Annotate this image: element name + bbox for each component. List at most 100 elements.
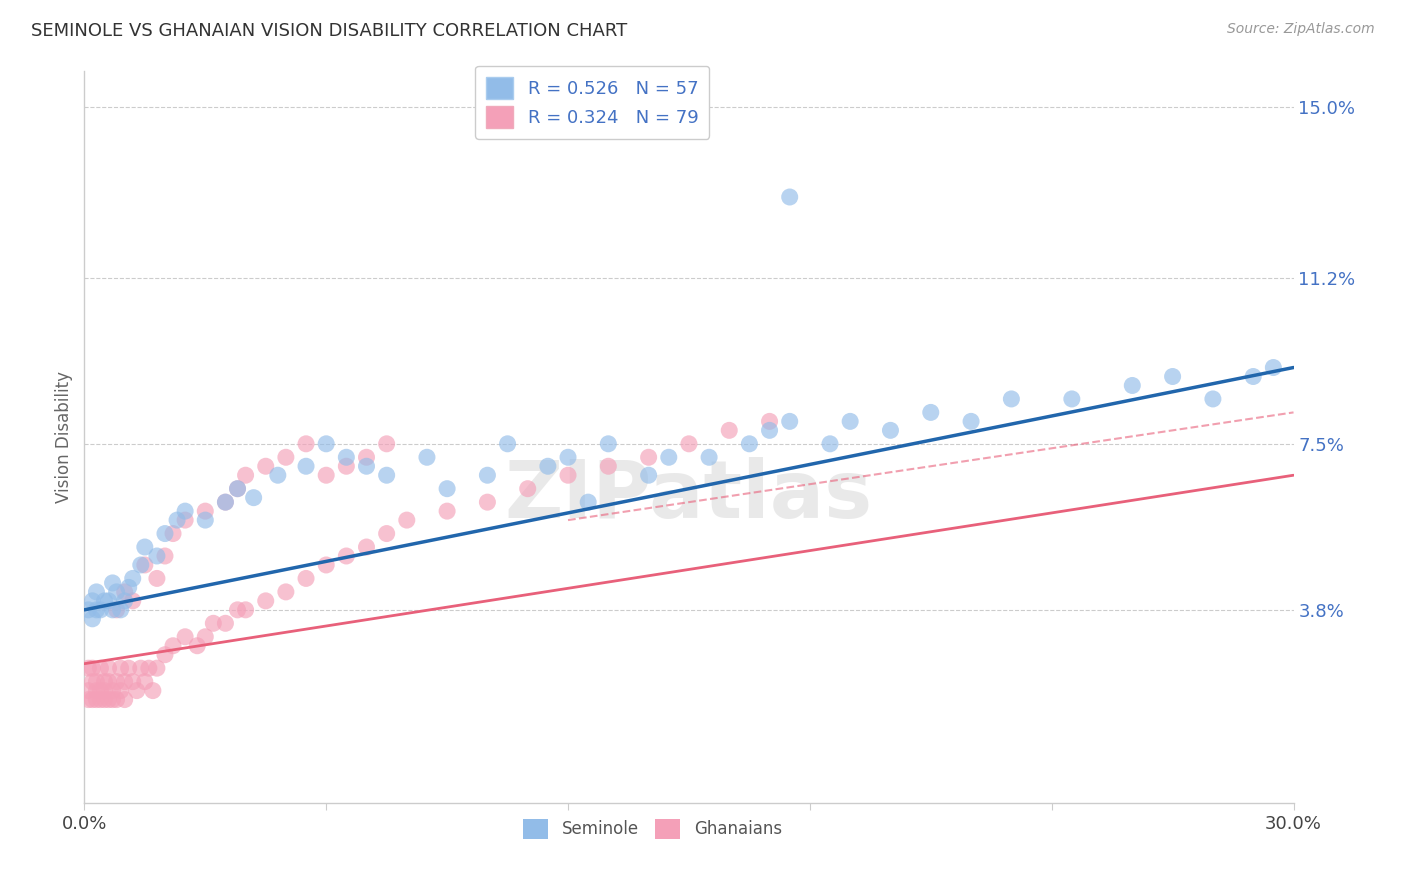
Point	[146, 661, 169, 675]
Point	[89, 683, 111, 698]
Point	[576, 495, 599, 509]
Point	[121, 594, 143, 608]
Point	[129, 558, 152, 572]
Point	[254, 459, 277, 474]
Point	[86, 674, 108, 689]
Point	[134, 674, 156, 689]
Point	[114, 674, 136, 689]
Point	[1060, 392, 1083, 406]
Point	[557, 468, 579, 483]
Point	[416, 450, 439, 465]
Point	[86, 683, 108, 698]
Point	[678, 437, 700, 451]
Point	[315, 437, 337, 451]
Point	[214, 616, 236, 631]
Point	[194, 630, 217, 644]
Text: SEMINOLE VS GHANAIAN VISION DISABILITY CORRELATION CHART: SEMINOLE VS GHANAIAN VISION DISABILITY C…	[31, 22, 627, 40]
Point	[118, 581, 141, 595]
Point	[77, 683, 100, 698]
Point	[110, 603, 132, 617]
Point	[335, 450, 357, 465]
Point	[557, 450, 579, 465]
Point	[134, 558, 156, 572]
Point	[267, 468, 290, 483]
Point	[1121, 378, 1143, 392]
Point	[153, 549, 176, 563]
Point	[105, 585, 128, 599]
Point	[174, 630, 197, 644]
Point	[77, 692, 100, 706]
Point	[779, 190, 801, 204]
Point	[146, 571, 169, 585]
Point	[226, 603, 249, 617]
Point	[105, 692, 128, 706]
Point	[1000, 392, 1022, 406]
Point	[101, 683, 124, 698]
Point	[658, 450, 681, 465]
Point	[960, 414, 983, 428]
Point	[1161, 369, 1184, 384]
Point	[436, 504, 458, 518]
Point	[375, 526, 398, 541]
Point	[235, 468, 257, 483]
Point	[86, 603, 108, 617]
Point	[818, 437, 841, 451]
Point	[101, 692, 124, 706]
Point	[226, 482, 249, 496]
Point	[477, 495, 499, 509]
Point	[93, 674, 115, 689]
Point	[194, 513, 217, 527]
Y-axis label: Vision Disability: Vision Disability	[55, 371, 73, 503]
Point	[110, 661, 132, 675]
Point	[97, 674, 120, 689]
Point	[82, 661, 104, 675]
Point	[153, 648, 176, 662]
Point	[146, 549, 169, 563]
Point	[375, 468, 398, 483]
Point	[375, 437, 398, 451]
Point	[89, 603, 111, 617]
Point	[214, 495, 236, 509]
Point	[118, 661, 141, 675]
Point	[295, 571, 318, 585]
Point	[637, 468, 659, 483]
Point	[758, 414, 780, 428]
Point	[77, 661, 100, 675]
Point	[1241, 369, 1264, 384]
Point	[496, 437, 519, 451]
Point	[202, 616, 225, 631]
Legend: Seminole, Ghanaians: Seminole, Ghanaians	[517, 812, 789, 846]
Point	[779, 414, 801, 428]
Point	[121, 571, 143, 585]
Point	[93, 594, 115, 608]
Point	[97, 594, 120, 608]
Point	[477, 468, 499, 483]
Point	[89, 692, 111, 706]
Point	[214, 495, 236, 509]
Point	[235, 603, 257, 617]
Point	[162, 639, 184, 653]
Point	[138, 661, 160, 675]
Point	[162, 526, 184, 541]
Point	[186, 639, 208, 653]
Point	[174, 504, 197, 518]
Point	[598, 437, 620, 451]
Point	[335, 549, 357, 563]
Point	[153, 526, 176, 541]
Point	[356, 459, 378, 474]
Text: ZIPatlas: ZIPatlas	[505, 457, 873, 534]
Point	[101, 603, 124, 617]
Point	[89, 661, 111, 675]
Point	[295, 437, 318, 451]
Point	[1263, 360, 1285, 375]
Point	[121, 674, 143, 689]
Point	[93, 692, 115, 706]
Point	[1202, 392, 1225, 406]
Point	[93, 683, 115, 698]
Point	[335, 459, 357, 474]
Point	[356, 540, 378, 554]
Point	[637, 450, 659, 465]
Point	[97, 661, 120, 675]
Point	[110, 683, 132, 698]
Point	[86, 692, 108, 706]
